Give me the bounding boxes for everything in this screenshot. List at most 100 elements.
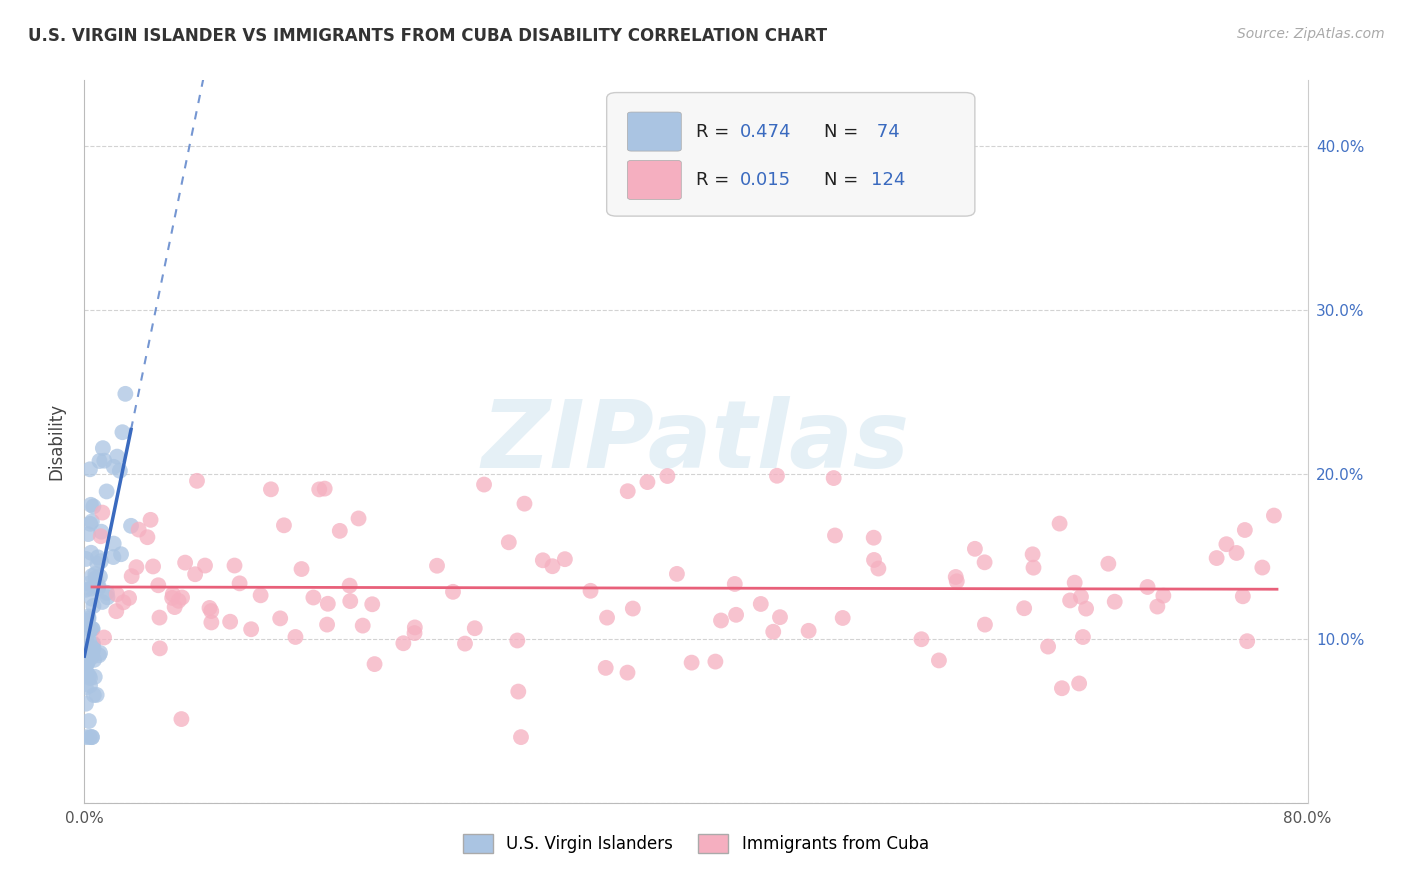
Point	[724, 577, 747, 591]
Point	[174, 556, 197, 570]
Point	[186, 474, 208, 488]
Point	[541, 559, 564, 574]
Point	[110, 547, 132, 561]
Point	[90, 529, 112, 543]
Point	[163, 600, 186, 615]
Point	[194, 558, 217, 573]
Point	[284, 630, 307, 644]
Point	[148, 610, 170, 624]
Point	[868, 561, 890, 575]
Point	[1236, 634, 1258, 648]
Point	[681, 656, 703, 670]
Point	[945, 574, 967, 589]
Point	[125, 560, 148, 574]
Point	[1104, 595, 1126, 609]
Point	[1059, 593, 1081, 607]
Point	[80, 650, 103, 665]
Point	[75, 656, 97, 670]
Point	[963, 541, 986, 556]
Point	[531, 553, 554, 567]
Point	[96, 586, 118, 600]
Point	[139, 513, 162, 527]
Point	[198, 601, 221, 615]
Point	[1049, 516, 1071, 531]
Point	[105, 587, 128, 601]
Point	[80, 546, 103, 560]
Point	[87, 550, 110, 565]
Point	[89, 569, 111, 583]
Point	[1205, 551, 1227, 566]
Point	[224, 558, 246, 573]
Point	[1152, 589, 1174, 603]
Point	[75, 697, 97, 711]
Point	[91, 506, 114, 520]
Point	[82, 622, 104, 636]
Point	[472, 477, 495, 491]
Point	[725, 607, 748, 622]
Point	[79, 516, 101, 531]
Point	[579, 583, 602, 598]
Point	[1251, 560, 1274, 574]
Point	[76, 657, 98, 671]
Point	[1074, 601, 1097, 615]
Point	[200, 615, 222, 630]
Text: 0.015: 0.015	[740, 171, 792, 189]
Point	[616, 484, 638, 499]
Point	[77, 611, 100, 625]
Point	[1071, 630, 1094, 644]
Point	[91, 441, 114, 455]
Point	[1069, 676, 1091, 690]
Text: 74: 74	[870, 122, 900, 141]
Point	[111, 425, 134, 440]
Point	[710, 614, 733, 628]
Point	[120, 518, 142, 533]
Y-axis label: Disability: Disability	[46, 403, 65, 480]
Point	[170, 591, 193, 605]
Point	[77, 609, 100, 624]
Point	[83, 688, 105, 702]
Point	[657, 469, 679, 483]
Point	[96, 484, 118, 499]
Point	[89, 454, 111, 468]
Point	[77, 669, 100, 683]
Point	[87, 579, 110, 593]
Point	[79, 678, 101, 692]
Point	[339, 579, 361, 593]
Point	[665, 566, 688, 581]
Point	[76, 614, 98, 628]
Point	[84, 571, 107, 585]
Point	[1063, 575, 1085, 590]
Point	[240, 622, 263, 636]
Point	[167, 594, 190, 608]
Point	[973, 555, 995, 569]
Point	[75, 665, 97, 679]
Point	[82, 622, 104, 636]
Point	[82, 599, 104, 613]
Point	[928, 653, 950, 667]
Point	[75, 730, 97, 744]
Point	[392, 636, 415, 650]
Point	[945, 570, 967, 584]
Point	[314, 482, 336, 496]
Point	[316, 597, 339, 611]
Point	[797, 624, 820, 638]
Point	[910, 632, 932, 647]
Point	[704, 655, 727, 669]
Point	[595, 661, 617, 675]
Point	[1050, 681, 1073, 696]
FancyBboxPatch shape	[606, 93, 974, 216]
Point	[114, 387, 136, 401]
Point	[404, 626, 426, 640]
Point	[75, 681, 97, 695]
Point	[862, 531, 884, 545]
Point	[82, 636, 104, 650]
Point	[90, 554, 112, 568]
Point	[128, 523, 150, 537]
Point	[86, 688, 108, 702]
Point	[200, 604, 222, 618]
Point	[87, 648, 110, 663]
Point	[1097, 557, 1119, 571]
Point	[103, 459, 125, 474]
Point	[77, 576, 100, 591]
Point	[162, 587, 184, 601]
